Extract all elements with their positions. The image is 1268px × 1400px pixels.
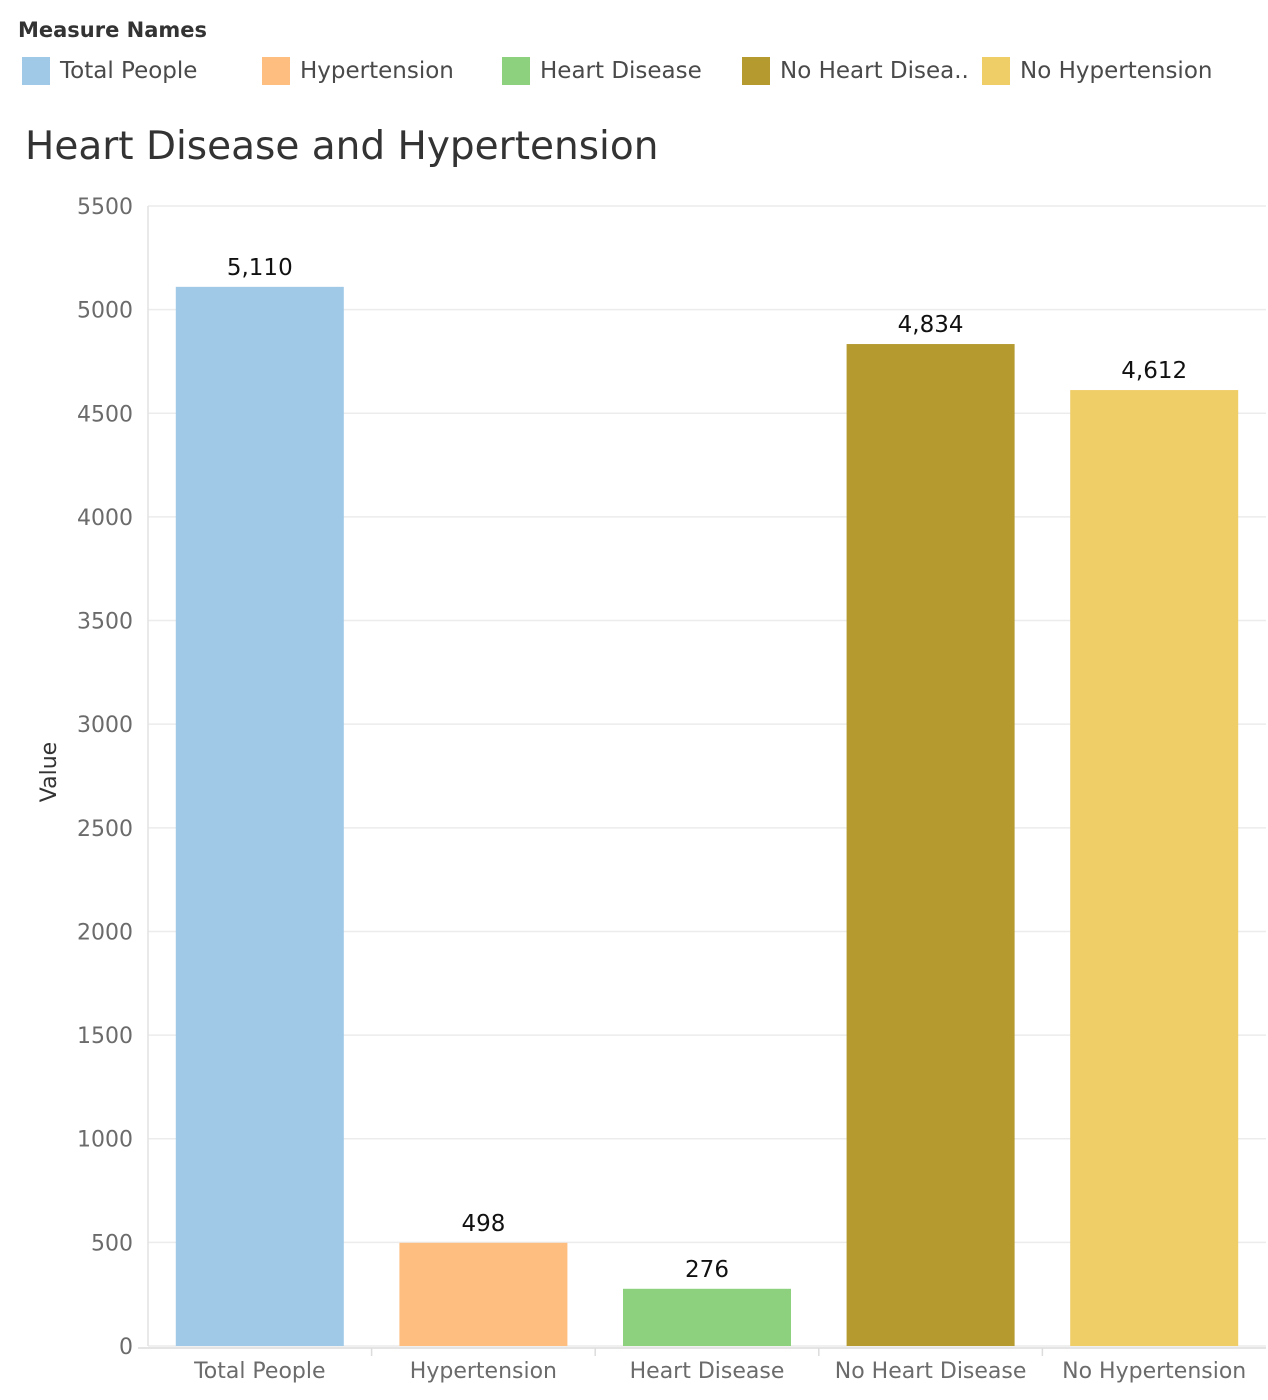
data-label: 276 bbox=[685, 1257, 729, 1283]
data-label: 5,110 bbox=[227, 255, 293, 281]
legend-swatch-heart-disease bbox=[502, 57, 530, 85]
y-tick-label: 5000 bbox=[77, 299, 133, 324]
y-tick-label: 3000 bbox=[77, 713, 133, 738]
legend-item-no-hypertension[interactable]: No Hypertension bbox=[982, 56, 1212, 86]
y-tick-label: 5500 bbox=[77, 195, 133, 220]
y-tick-label: 0 bbox=[119, 1335, 133, 1360]
legend-item-heart-disease[interactable]: Heart Disease bbox=[502, 56, 702, 86]
legend-label: Heart Disease bbox=[540, 58, 702, 84]
chart-title: Heart Disease and Hypertension bbox=[25, 124, 659, 169]
y-tick-label: 2000 bbox=[77, 920, 133, 945]
data-label: 4,834 bbox=[898, 312, 964, 338]
bar-total-people bbox=[175, 286, 344, 1346]
y-tick-label: 3500 bbox=[77, 610, 133, 635]
y-tick-label: 500 bbox=[91, 1231, 133, 1256]
legend-label: Total People bbox=[60, 58, 198, 84]
legend-label: No Heart Disea.. bbox=[780, 58, 969, 84]
y-tick-label: 4000 bbox=[77, 506, 133, 531]
x-tick-label: No Hypertension bbox=[1062, 1359, 1246, 1384]
legend-item-hypertension[interactable]: Hypertension bbox=[262, 56, 454, 86]
y-tick-label: 1500 bbox=[77, 1024, 133, 1049]
y-tick-label: 1000 bbox=[77, 1128, 133, 1153]
legend-item-total-people[interactable]: Total People bbox=[22, 56, 197, 86]
legend-title: Measure Names bbox=[18, 18, 208, 42]
legend-label: Hypertension bbox=[300, 58, 454, 84]
legend-swatch-hypertension bbox=[262, 57, 290, 85]
bar-hypertension bbox=[399, 1242, 568, 1346]
bar-no-heart-disease bbox=[846, 344, 1015, 1346]
data-label: 4,612 bbox=[1121, 358, 1187, 384]
y-tick-label: 2500 bbox=[77, 817, 133, 842]
bar-heart-disease bbox=[623, 1288, 791, 1346]
legend-swatch-total-people bbox=[22, 57, 50, 85]
legend-swatch-no-heart-disease bbox=[742, 57, 770, 85]
y-axis-title: Value bbox=[37, 742, 62, 802]
legend: Measure Names Total People Hypertension … bbox=[18, 14, 1258, 94]
x-tick-label: Hypertension bbox=[410, 1359, 557, 1384]
bar-no-hypertension bbox=[1070, 390, 1239, 1346]
legend-swatch-no-hypertension bbox=[982, 57, 1010, 85]
legend-label: No Hypertension bbox=[1020, 58, 1213, 84]
x-tick-label: Heart Disease bbox=[630, 1359, 785, 1384]
legend-item-no-heart-disease[interactable]: No Heart Disea.. bbox=[742, 56, 969, 86]
data-label: 498 bbox=[461, 1211, 505, 1237]
y-tick-label: 4500 bbox=[77, 402, 133, 427]
x-tick-label: No Heart Disease bbox=[835, 1359, 1027, 1384]
x-tick-label: Total People bbox=[193, 1359, 325, 1384]
